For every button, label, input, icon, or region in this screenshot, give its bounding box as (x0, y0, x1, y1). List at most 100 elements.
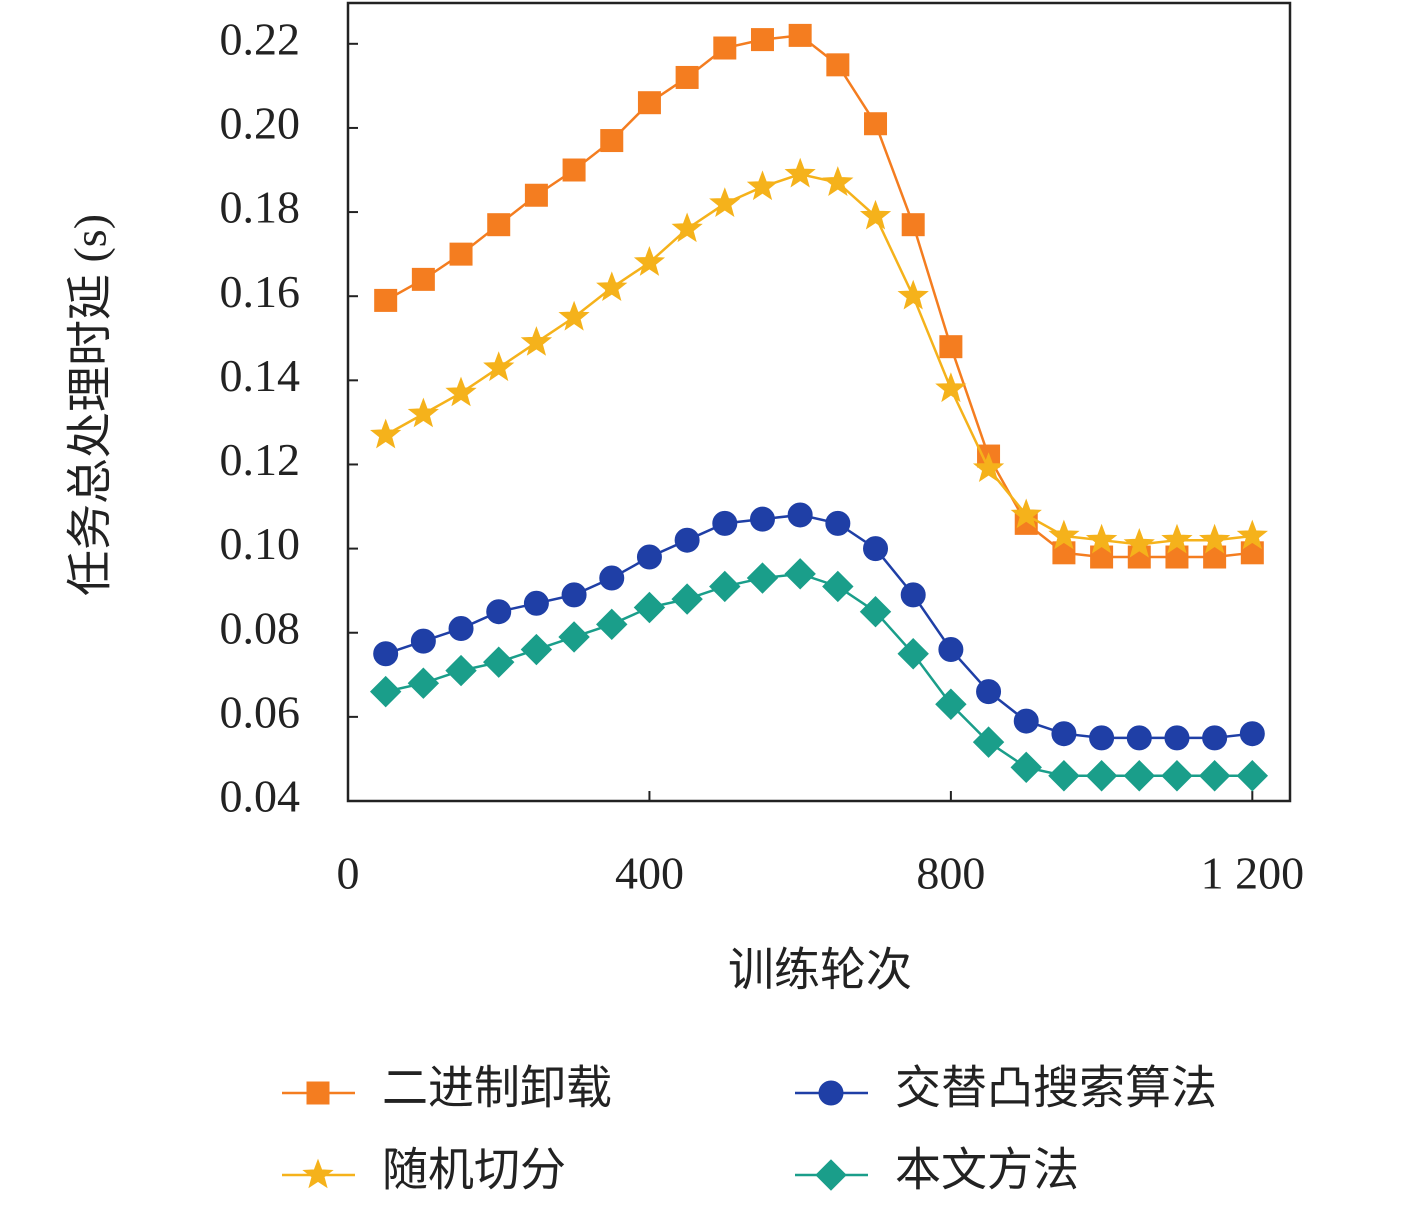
data-point (712, 510, 738, 536)
data-point (859, 595, 892, 628)
data-point (374, 288, 398, 312)
data-point (825, 510, 851, 536)
data-point (445, 654, 477, 687)
data-point (976, 679, 1002, 705)
data-point (822, 166, 854, 196)
legend-marker (306, 1081, 330, 1105)
data-point (897, 279, 929, 310)
x-tick-label: 1 200 (1201, 848, 1305, 899)
data-point (1089, 725, 1115, 751)
data-point (520, 633, 553, 666)
data-point (713, 36, 737, 60)
legend-marker (302, 1158, 334, 1189)
series-line (385, 172, 1253, 546)
data-point (596, 271, 628, 302)
data-point (864, 112, 888, 136)
data-point (483, 646, 515, 678)
data-point (369, 675, 402, 708)
data-point (1161, 760, 1193, 792)
data-point (561, 582, 587, 608)
data-point (596, 608, 628, 641)
data-point (1085, 760, 1118, 792)
data-point (523, 590, 549, 616)
data-point (1164, 725, 1190, 751)
legend-label: 交替凸搜索算法 (895, 1063, 1217, 1114)
data-point (746, 170, 779, 201)
data-point (1123, 760, 1155, 792)
x-tick-label: 800 (916, 848, 985, 899)
y-axis-title: 任务总处理时延 (s) (65, 214, 116, 596)
data-point (445, 376, 477, 407)
data-point (558, 300, 590, 331)
y-tick-label: 0.16 (220, 266, 301, 317)
data-point (749, 506, 775, 532)
data-point (1048, 760, 1080, 792)
data-point (671, 212, 703, 243)
legend-marker (815, 1159, 847, 1191)
data-point (938, 637, 964, 663)
data-point (407, 667, 440, 699)
data-point (1236, 519, 1268, 550)
y-tick-label: 0.12 (220, 434, 301, 485)
y-tick-label: 0.18 (220, 182, 301, 233)
data-point (709, 187, 741, 217)
data-point (1085, 523, 1118, 554)
plot-frame (346, 1, 1292, 803)
data-point (1199, 523, 1231, 554)
data-point (1236, 760, 1269, 792)
data-point (1123, 527, 1155, 558)
data-point (826, 53, 850, 77)
data-point (524, 183, 548, 207)
data-point (1239, 721, 1265, 747)
legend-marker (818, 1080, 844, 1106)
legend-label: 二进制卸载 (382, 1063, 612, 1114)
data-point (599, 565, 625, 591)
x-axis-title: 训练轮次 (728, 945, 912, 996)
data-point (675, 65, 699, 89)
data-point (562, 158, 586, 182)
x-tick-label: 400 (615, 848, 684, 899)
data-point (674, 527, 700, 553)
data-point (784, 558, 816, 590)
data-point (407, 397, 439, 428)
data-point (486, 599, 512, 625)
data-point (637, 91, 661, 115)
data-point (1010, 498, 1042, 529)
data-point (558, 621, 590, 653)
data-point (1010, 751, 1042, 784)
data-point (671, 583, 703, 615)
series-line (385, 34, 1253, 559)
data-point (410, 628, 436, 654)
data-point (863, 536, 889, 562)
data-point (1198, 760, 1231, 792)
data-point (787, 502, 813, 528)
data-point (972, 726, 1005, 758)
data-point (822, 570, 854, 603)
data-point (411, 267, 435, 291)
data-point (1013, 708, 1039, 734)
y-tick-label: 0.20 (220, 97, 301, 148)
data-point (370, 418, 402, 449)
data-point (709, 570, 741, 603)
data-point (935, 688, 967, 720)
data-point (1051, 721, 1077, 747)
y-tick-label: 0.22 (220, 13, 301, 64)
data-point (483, 351, 515, 382)
data-point (1161, 523, 1193, 554)
y-tick-label: 0.08 (220, 602, 301, 653)
data-point (972, 452, 1005, 482)
x-tick-label: 0 (337, 848, 360, 899)
data-point (1202, 725, 1228, 751)
data-point (859, 199, 892, 230)
y-tick-label: 0.04 (220, 771, 301, 822)
data-point (897, 638, 929, 670)
data-point (784, 157, 816, 188)
series-line (385, 513, 1253, 740)
data-point (449, 242, 473, 266)
data-point (939, 335, 963, 359)
data-point (600, 129, 624, 153)
data-point (487, 213, 511, 237)
data-point (750, 28, 774, 52)
series-line (385, 572, 1253, 778)
